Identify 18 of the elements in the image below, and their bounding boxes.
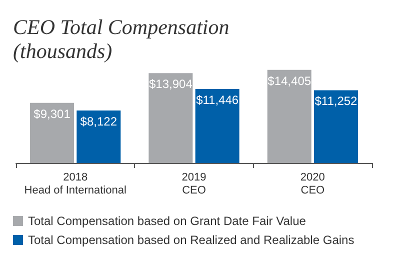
bar (267, 70, 312, 163)
x-tick-label: 2019 CEO (182, 172, 206, 196)
legend-label: Total Compensation based on Grant Date Fair Value (28, 214, 306, 228)
data-label: $11,252 (314, 94, 358, 108)
data-label: $14,405 (268, 74, 312, 88)
x-tick-label: 2020 CEO (300, 172, 326, 196)
data-label: $13,904 (148, 77, 193, 92)
bar (76, 110, 121, 163)
x-tick-label: 2018 Head of International (24, 172, 126, 196)
bar (30, 102, 74, 163)
data-label: $8,122 (80, 114, 118, 128)
legend-label: Total Compensation based on Realized and Realizable Gains (28, 233, 354, 247)
data-label: $11,446 (196, 92, 239, 107)
chart-title: CEO Total Compensation (thousands) (13, 15, 235, 63)
bar (148, 73, 193, 163)
bar (314, 90, 358, 163)
bar (195, 88, 240, 163)
data-label: $9,301 (34, 106, 71, 121)
